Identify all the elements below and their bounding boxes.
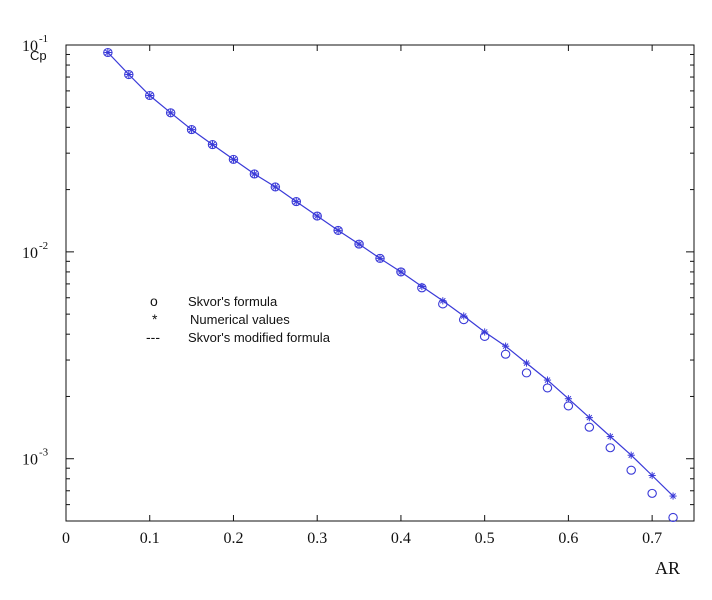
star-point [648, 471, 656, 480]
circle-point [333, 225, 343, 235]
star-point [606, 432, 614, 441]
circle-point [249, 169, 260, 179]
plot-frame [65, 44, 695, 522]
star-point [627, 451, 635, 459]
circle-point [103, 47, 113, 58]
legend-label-skvor-formula: Skvor's formula [188, 294, 278, 309]
star-point [460, 312, 468, 320]
star-point [669, 492, 677, 500]
circle-point [165, 108, 176, 118]
star-point [188, 125, 196, 134]
y-axis-label: Cp [30, 48, 47, 63]
star-point [481, 328, 489, 336]
star-point [292, 197, 300, 206]
x-tick-label: 0 [62, 530, 70, 547]
series-numerical-values [104, 48, 677, 500]
circle-point [207, 140, 218, 150]
legend-label-numerical-values: Numerical values [190, 312, 290, 327]
circle-point [270, 182, 281, 192]
star-point [208, 141, 217, 149]
star-point [146, 91, 154, 100]
x-tick-label: 0.6 [558, 530, 578, 547]
star-point [502, 342, 510, 350]
legend-label-modified-formula: Skvor's modified formula [188, 330, 331, 345]
circle-point [312, 211, 322, 221]
star-point [334, 226, 342, 234]
x-tick-label: 0.5 [475, 530, 495, 547]
star-point [543, 376, 552, 384]
star-point [522, 359, 531, 367]
circle-point [396, 267, 406, 277]
circle-point [124, 69, 134, 80]
circle-point [647, 488, 657, 498]
star-point [313, 212, 321, 220]
star-point [564, 395, 572, 403]
x-tick-label: 0.1 [140, 530, 160, 547]
y-tick-label-exp: -1 [39, 33, 48, 45]
circle-point [186, 125, 197, 135]
y-axis: 10-110-210-3 [22, 33, 694, 522]
legend-symbol-circle: o [150, 293, 158, 309]
star-point [250, 170, 258, 178]
x-tick-label: 0.3 [307, 530, 327, 547]
x-tick-label: 0.2 [223, 530, 243, 547]
series-skvor-formula [103, 47, 678, 523]
star-point [355, 240, 363, 248]
star-point [125, 70, 133, 79]
legend: o Skvor's formula * Numerical values ---… [146, 293, 331, 345]
circle-point [542, 383, 553, 393]
y-tick-label-base: 10 [22, 38, 38, 55]
y-tick-label-base: 10 [22, 245, 38, 262]
star-point [167, 109, 175, 117]
series-modified-formula [107, 52, 674, 497]
circle-point [144, 90, 155, 101]
star-point [418, 282, 426, 291]
legend-symbol-star: * [152, 311, 158, 327]
circle-point [626, 465, 636, 475]
circle-point [584, 422, 595, 432]
y-tick-label-exp: -2 [39, 240, 48, 252]
star-point [271, 183, 279, 191]
circle-point [291, 197, 302, 207]
circle-point [668, 512, 678, 523]
circle-point [354, 239, 364, 249]
star-point [439, 297, 447, 305]
circle-point [521, 368, 532, 378]
modified-formula-line [107, 52, 674, 497]
circle-point [228, 154, 239, 164]
star-point [397, 268, 405, 276]
circle-point [375, 253, 385, 263]
x-axis: 0 0.1 0.2 0.3 0.4 0.5 0.6 0.7 [62, 45, 662, 547]
y-tick-label-exp: -3 [39, 447, 49, 459]
circle-point [605, 443, 616, 453]
x-tick-label: 0.4 [391, 530, 411, 547]
circle-point [500, 349, 511, 359]
star-point [229, 155, 238, 163]
star-point [104, 48, 112, 57]
x-tick-label: 0.7 [642, 530, 662, 547]
y-tick-label-base: 10 [22, 452, 38, 469]
circle-point [563, 401, 574, 411]
legend-symbol-dashes: --- [146, 329, 160, 345]
star-point [585, 414, 593, 422]
x-axis-label: AR [655, 558, 680, 578]
star-point [376, 254, 384, 262]
